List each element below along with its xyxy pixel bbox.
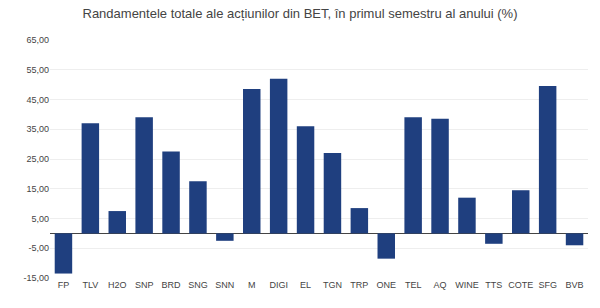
svg-text:65,00: 65,00	[26, 35, 49, 45]
svg-text:H2O: H2O	[108, 280, 127, 290]
svg-text:25,00: 25,00	[26, 154, 49, 164]
svg-text:WINE: WINE	[455, 280, 479, 290]
svg-text:Randamentele totale ale acțiun: Randamentele totale ale acțiunilor din B…	[83, 6, 518, 21]
svg-text:AQ: AQ	[434, 280, 447, 290]
svg-text:SNP: SNP	[135, 280, 154, 290]
svg-text:ONE: ONE	[376, 280, 396, 290]
svg-text:BVB: BVB	[566, 280, 584, 290]
svg-text:55,00: 55,00	[26, 65, 49, 75]
svg-text:DIGI: DIGI	[269, 280, 288, 290]
svg-text:-15,00: -15,00	[23, 273, 49, 283]
svg-text:45,00: 45,00	[26, 95, 49, 105]
svg-text:M: M	[248, 280, 256, 290]
svg-text:TLV: TLV	[82, 280, 98, 290]
svg-text:EL: EL	[300, 280, 311, 290]
svg-text:15,00: 15,00	[26, 184, 49, 194]
svg-text:TGN: TGN	[323, 280, 342, 290]
svg-text:35,00: 35,00	[26, 124, 49, 134]
svg-text:COTE: COTE	[508, 280, 533, 290]
svg-text:SNG: SNG	[188, 280, 208, 290]
svg-text:TEL: TEL	[405, 280, 422, 290]
svg-text:5,00: 5,00	[31, 214, 49, 224]
svg-text:FP: FP	[58, 280, 70, 290]
svg-text:BRD: BRD	[162, 280, 182, 290]
svg-text:TRP: TRP	[350, 280, 368, 290]
svg-text:SFG: SFG	[538, 280, 557, 290]
svg-text:SNN: SNN	[215, 280, 234, 290]
svg-text:TTS: TTS	[485, 280, 502, 290]
svg-text:-5,00: -5,00	[28, 243, 49, 253]
